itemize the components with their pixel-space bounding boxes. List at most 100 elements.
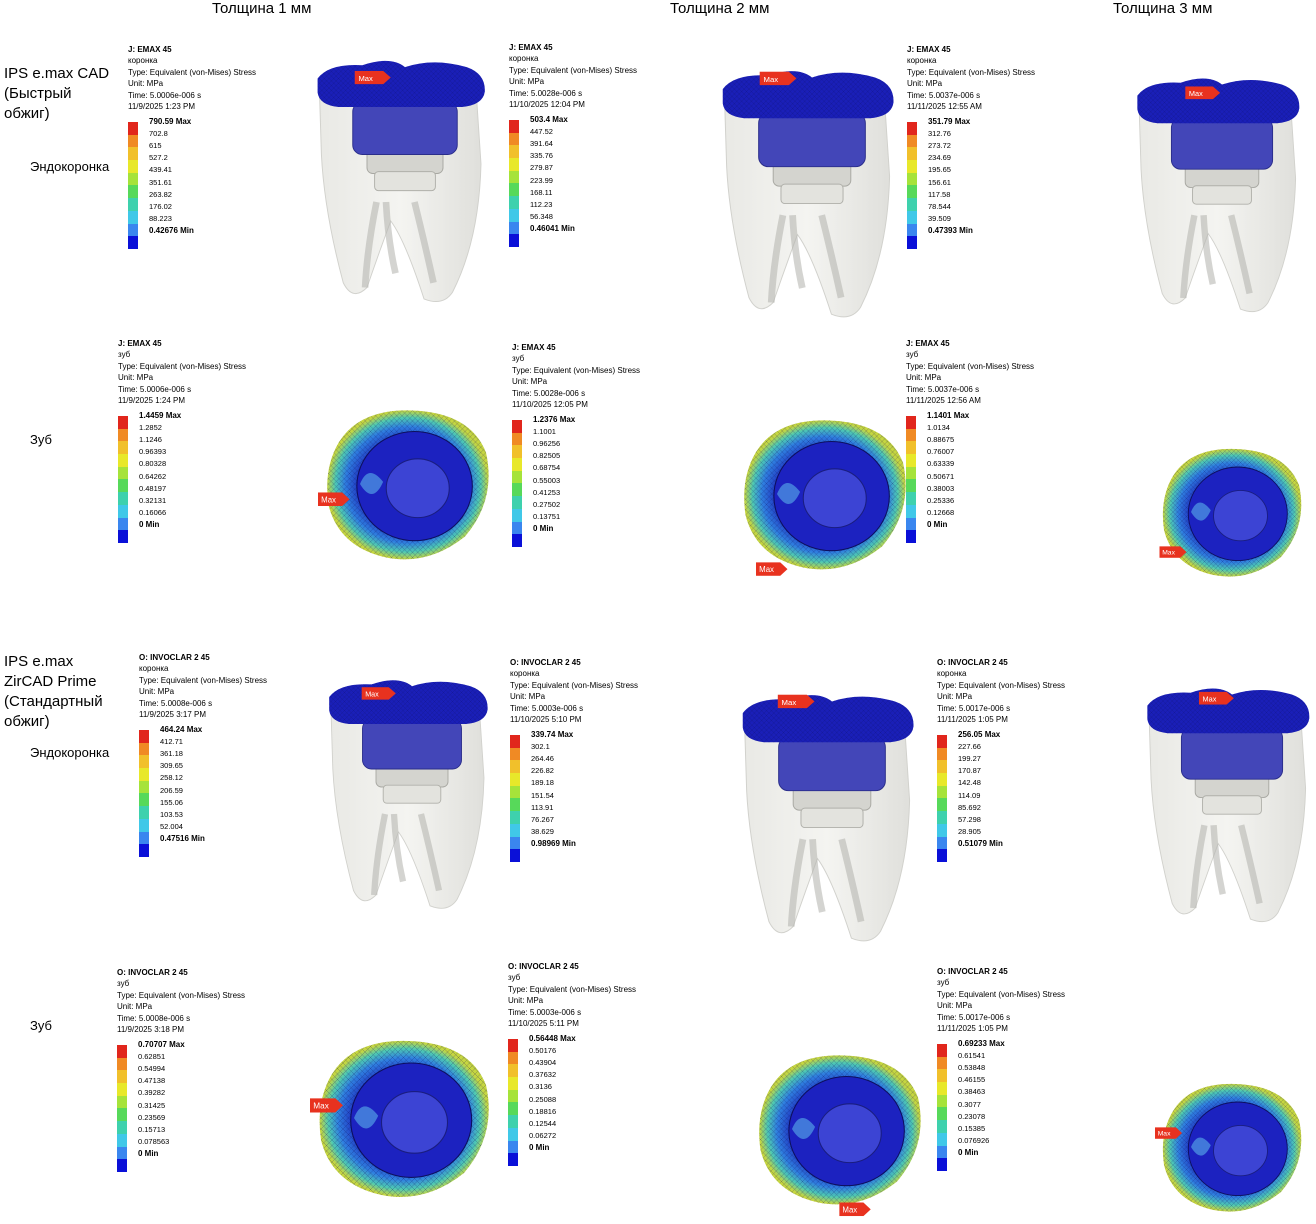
legend-max-value: 1.4459 Max bbox=[139, 411, 182, 420]
max-marker: Max bbox=[1198, 691, 1234, 705]
legend-tick-value: 176.02 bbox=[149, 201, 172, 211]
legend-tick-value: 0.88675 bbox=[927, 435, 955, 445]
endocrown-render bbox=[742, 695, 914, 942]
color-swatch bbox=[139, 742, 149, 756]
legend-tick-value: 199.27 bbox=[958, 754, 981, 764]
legend-info: J: EMAX 45 коронка Type: Equivalent (von… bbox=[128, 44, 328, 112]
color-swatch bbox=[118, 504, 128, 518]
post-hole-icon bbox=[1213, 489, 1268, 542]
color-swatch bbox=[510, 811, 520, 824]
color-swatch bbox=[937, 773, 947, 786]
legend-tick-value: 0.43904 bbox=[529, 1058, 557, 1068]
color-swatch bbox=[117, 1095, 127, 1109]
legend-title: J: EMAX 45 bbox=[512, 343, 556, 352]
color-swatch bbox=[907, 122, 917, 135]
color-swatch bbox=[906, 416, 916, 429]
stress-legend: J: EMAX 45 коронка Type: Equivalent (von… bbox=[128, 44, 328, 249]
legend-tick-value: 0.25336 bbox=[927, 495, 955, 505]
legend-tick-value: 117.58 bbox=[928, 189, 951, 199]
legend-tick-value: 170.87 bbox=[958, 766, 981, 776]
mesh-overlay-icon bbox=[329, 680, 488, 724]
legend-time: Time: 5.0037e-006 s bbox=[906, 384, 980, 394]
legend-tick-value: 0.62851 bbox=[138, 1052, 166, 1062]
legend-min-value: 0.46041 Min bbox=[530, 223, 575, 233]
legend-tick-value: 0.46155 bbox=[958, 1075, 986, 1085]
tooth-occlusal-render bbox=[744, 420, 906, 570]
legend-unit: Unit: MPa bbox=[512, 377, 548, 387]
legend-min-value: 0 Min bbox=[927, 519, 948, 529]
legend-type: Type: Equivalent (von-Mises) Stress bbox=[937, 989, 1066, 999]
legend-tick-value: 0.13751 bbox=[533, 511, 561, 521]
post-core-icon bbox=[382, 784, 442, 804]
root-canal-icon bbox=[371, 813, 443, 896]
color-swatch bbox=[937, 785, 947, 799]
endocrown-render bbox=[1137, 78, 1300, 313]
color-swatch bbox=[512, 420, 522, 433]
crown-insert-icon bbox=[1180, 728, 1284, 780]
row-label-tooth: Зуб bbox=[30, 432, 52, 447]
color-swatch bbox=[937, 1145, 947, 1159]
legend-tick-value: 0.96393 bbox=[139, 447, 167, 457]
color-swatch bbox=[937, 1120, 947, 1133]
legend-tick-value: 155.06 bbox=[160, 797, 183, 807]
legend-title: J: EMAX 45 bbox=[906, 339, 950, 348]
color-swatch bbox=[510, 760, 520, 774]
stress-legend: O: INVOCLAR 2 45 зуб Type: Equivalent (v… bbox=[508, 961, 708, 1166]
legend-tick-value: 279.87 bbox=[530, 163, 553, 173]
legend-tick-value: 0.37632 bbox=[529, 1070, 557, 1080]
color-swatch bbox=[508, 1077, 518, 1090]
legend-part: зуб bbox=[512, 354, 525, 364]
legend-tick-value: 0.12544 bbox=[529, 1118, 557, 1128]
color-swatch bbox=[510, 735, 520, 748]
color-swatch bbox=[512, 458, 522, 471]
color-swatch bbox=[128, 147, 138, 161]
max-marker: Max bbox=[759, 71, 797, 86]
legend-part: зуб bbox=[906, 350, 919, 360]
legend-title: O: INVOCLAR 2 45 bbox=[508, 962, 579, 971]
color-swatch bbox=[117, 1146, 127, 1160]
legend-info: O: INVOCLAR 2 45 зуб Type: Equivalent (v… bbox=[508, 961, 708, 1029]
stress-legend: J: EMAX 45 коронка Type: Equivalent (von… bbox=[509, 42, 709, 247]
legend-tick-value: 0.50176 bbox=[529, 1046, 557, 1056]
stress-legend: O: INVOCLAR 2 45 коронка Type: Equivalen… bbox=[510, 657, 710, 862]
legend-info: O: INVOCLAR 2 45 зуб Type: Equivalent (v… bbox=[937, 966, 1137, 1034]
legend-tick-value: 168.11 bbox=[530, 187, 553, 197]
row-label-tooth: Зуб bbox=[30, 1018, 52, 1033]
color-swatch bbox=[937, 1082, 947, 1095]
crown-insert-icon bbox=[758, 112, 866, 168]
color-bar bbox=[907, 122, 917, 249]
legend-max-value: 0.56448 Max bbox=[529, 1034, 576, 1043]
legend-time: Time: 5.0003e-006 s bbox=[508, 1007, 582, 1017]
stress-patch-icon bbox=[1191, 502, 1211, 521]
color-swatch bbox=[512, 483, 522, 497]
stress-legend: J: EMAX 45 зуб Type: Equivalent (von-Mis… bbox=[906, 338, 1106, 543]
color-swatch bbox=[937, 1132, 947, 1146]
legend-type: Type: Equivalent (von-Mises) Stress bbox=[512, 365, 641, 375]
mesh-overlay-icon bbox=[317, 60, 485, 107]
color-swatch bbox=[512, 432, 522, 446]
endocrown-render bbox=[1147, 688, 1310, 923]
legend-time: Time: 5.0006e-006 s bbox=[118, 384, 192, 394]
stress-patch-icon bbox=[1191, 1137, 1211, 1156]
endocrown-model: Max bbox=[1140, 678, 1315, 931]
tooth-model: Max bbox=[1155, 440, 1308, 584]
max-flag-icon: Max bbox=[318, 492, 350, 507]
color-swatch bbox=[128, 210, 138, 224]
legend-tick-value: 0.82505 bbox=[533, 451, 561, 461]
post-core-icon bbox=[1202, 795, 1262, 815]
legend-tick-value: 0.06272 bbox=[529, 1130, 557, 1140]
color-bar bbox=[510, 735, 520, 862]
material-label-emax-cad: IPS e.max CAD (Быстрый обжиг) bbox=[4, 65, 110, 122]
tooth-occlusal-render bbox=[1162, 448, 1302, 577]
color-swatch bbox=[508, 1039, 518, 1052]
root-canal-icon bbox=[1190, 824, 1263, 909]
max-flag-icon: Max bbox=[777, 694, 815, 709]
crown-insert-icon bbox=[778, 736, 886, 792]
legend-date: 11/11/2025 1:05 PM bbox=[937, 1024, 1008, 1034]
tooth-occlusal-render bbox=[759, 1055, 921, 1205]
color-swatch bbox=[508, 1153, 518, 1166]
legend-title: J: EMAX 45 bbox=[128, 45, 172, 54]
column-header-2mm: Толщина 2 мм bbox=[670, 0, 770, 17]
color-swatch bbox=[139, 755, 149, 769]
stress-patch-icon bbox=[792, 1117, 816, 1139]
